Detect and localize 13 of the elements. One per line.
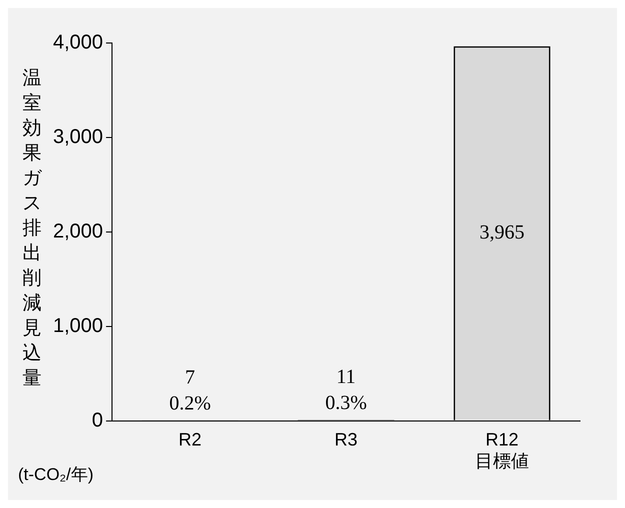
- y-tick-label: 1,000: [52, 314, 104, 337]
- y-tick-label: 2,000: [52, 220, 104, 242]
- x-tick-label: R2: [178, 430, 202, 450]
- data-label: 3,965: [480, 222, 525, 244]
- text: (t-CO₂/年): [18, 464, 94, 486]
- y-tick-label: 3,000: [52, 126, 104, 148]
- text: 温室効果ガス排出削減見込量: [22, 68, 42, 389]
- data-label: 7 0.2%: [169, 366, 211, 414]
- x-tick-label: R12 目標値: [475, 430, 530, 472]
- x-tick-label: R3: [334, 430, 358, 450]
- data-label: 11 0.3%: [325, 366, 367, 414]
- y-tick-label: 4,000: [52, 32, 104, 54]
- y-tick-label: 0: [92, 409, 104, 432]
